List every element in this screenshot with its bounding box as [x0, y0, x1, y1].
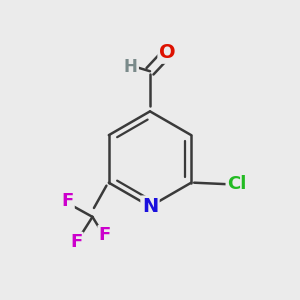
Text: F: F: [99, 226, 111, 244]
Text: N: N: [142, 197, 158, 216]
Text: F: F: [61, 191, 73, 209]
Text: H: H: [124, 58, 138, 76]
Text: O: O: [159, 43, 175, 62]
Text: Cl: Cl: [227, 175, 246, 193]
Text: F: F: [70, 233, 82, 251]
